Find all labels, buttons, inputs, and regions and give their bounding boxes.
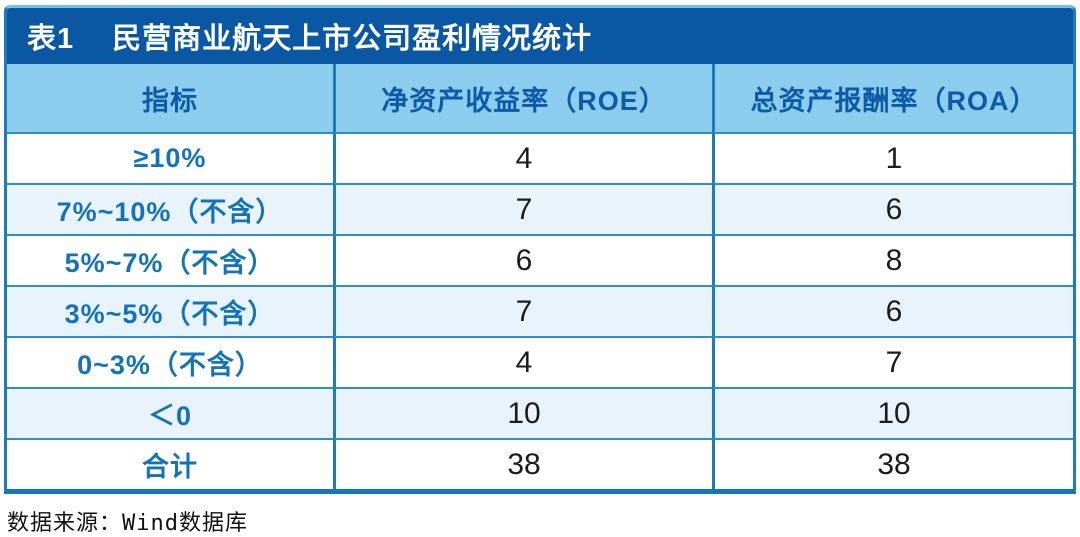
- table-title: 民营商业航天上市公司盈利情况统计: [112, 23, 593, 55]
- row-label-0-3pct: 0~3%（不含）: [7, 336, 333, 387]
- roe-value: 7: [333, 285, 712, 336]
- roe-value: 4: [333, 336, 712, 387]
- roe-value: 4: [333, 132, 712, 183]
- roa-value: 8: [712, 234, 1073, 285]
- data-source-note: 数据来源：Wind数据库: [7, 511, 248, 536]
- roe-value: 7: [333, 183, 712, 234]
- table-number: 表1: [27, 23, 75, 55]
- table-grid: 指标 净资产收益率（ROE） 总资产报酬率（ROA） ≥10% 4 1 7%~1…: [7, 64, 1073, 489]
- roa-value: 6: [712, 183, 1073, 234]
- row-label-ge-10pct: ≥10%: [7, 132, 333, 183]
- row-label-below-0: ＜0: [7, 387, 333, 438]
- roe-value: 10: [333, 387, 712, 438]
- roa-value: 1: [712, 132, 1073, 183]
- row-label-total: 合计: [7, 438, 333, 489]
- roe-value: 6: [333, 234, 712, 285]
- column-header-roa: 总资产报酬率（ROA）: [712, 64, 1073, 132]
- profit-statistics-table: 表1 民营商业航天上市公司盈利情况统计 指标 净资产收益率（ROE） 总资产报酬…: [4, 5, 1076, 494]
- roa-total-value: 38: [712, 438, 1073, 489]
- column-header-roe: 净资产收益率（ROE）: [333, 64, 712, 132]
- row-label-7-10pct: 7%~10%（不含）: [7, 183, 333, 234]
- column-header-indicator: 指标: [7, 64, 333, 132]
- roa-value: 6: [712, 285, 1073, 336]
- roa-value: 10: [712, 387, 1073, 438]
- row-label-5-7pct: 5%~7%（不含）: [7, 234, 333, 285]
- table-title-bar: 表1 民营商业航天上市公司盈利情况统计: [7, 8, 1073, 64]
- roa-value: 7: [712, 336, 1073, 387]
- row-label-3-5pct: 3%~5%（不含）: [7, 285, 333, 336]
- roe-total-value: 38: [333, 438, 712, 489]
